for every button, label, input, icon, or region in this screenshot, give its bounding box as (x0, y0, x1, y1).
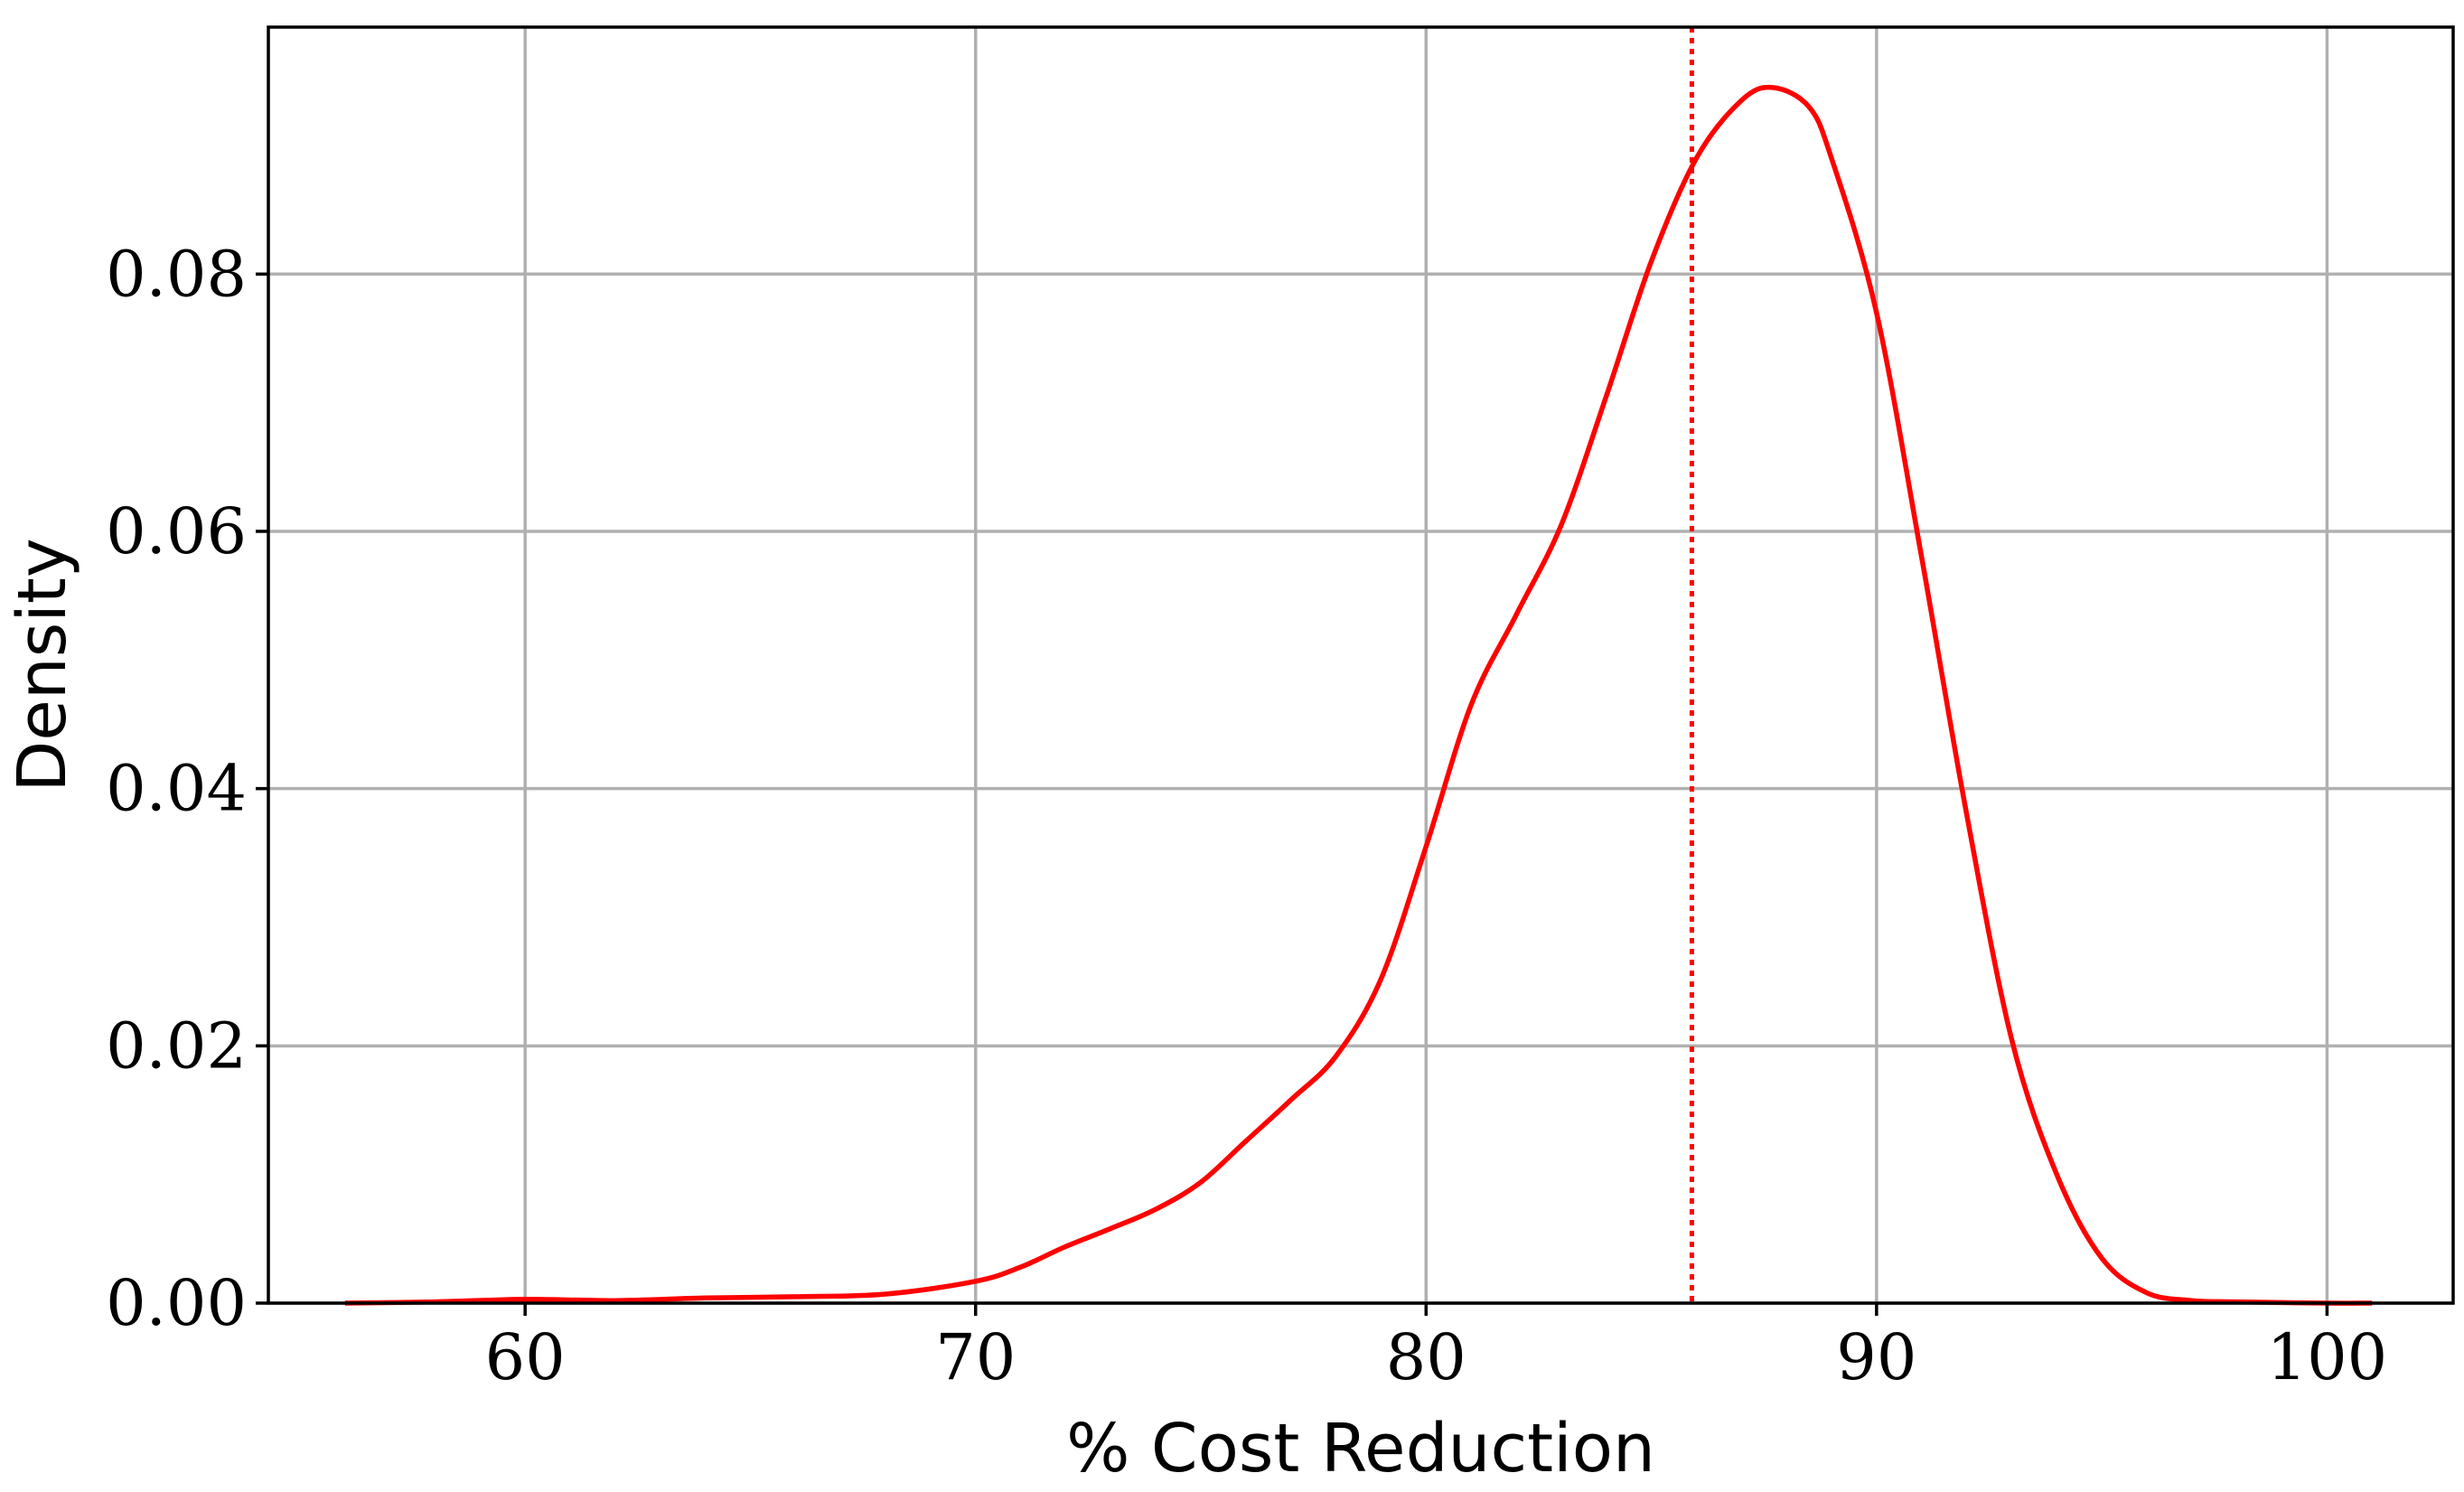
y-axis-label: Density (4, 538, 81, 792)
y-tick-label: 0.00 (106, 1266, 247, 1340)
x-tick-label: 90 (1836, 1320, 1916, 1394)
x-tick-label: 80 (1386, 1320, 1466, 1394)
x-axis-label: % Cost Reduction (1066, 1410, 1655, 1487)
x-tick-label: 60 (485, 1320, 566, 1394)
y-tick-label: 0.04 (106, 752, 247, 826)
axes-frame (267, 25, 2455, 1305)
x-tick-label: 70 (935, 1320, 1016, 1394)
density-curve (344, 84, 2373, 1306)
x-tick-label: 100 (2267, 1320, 2388, 1394)
y-tick-label: 0.02 (106, 1009, 247, 1083)
y-tick-label: 0.08 (106, 237, 247, 311)
density-curve-layer (344, 84, 2373, 1306)
x-tick-labels: 60 70 80 90 100 (485, 1320, 2388, 1394)
y-tick-label: 0.06 (106, 494, 247, 568)
y-tick-labels: 0.00 0.02 0.04 0.06 0.08 (106, 237, 247, 1340)
tick-marks (256, 272, 2329, 1316)
grid-lines (268, 27, 2453, 1305)
